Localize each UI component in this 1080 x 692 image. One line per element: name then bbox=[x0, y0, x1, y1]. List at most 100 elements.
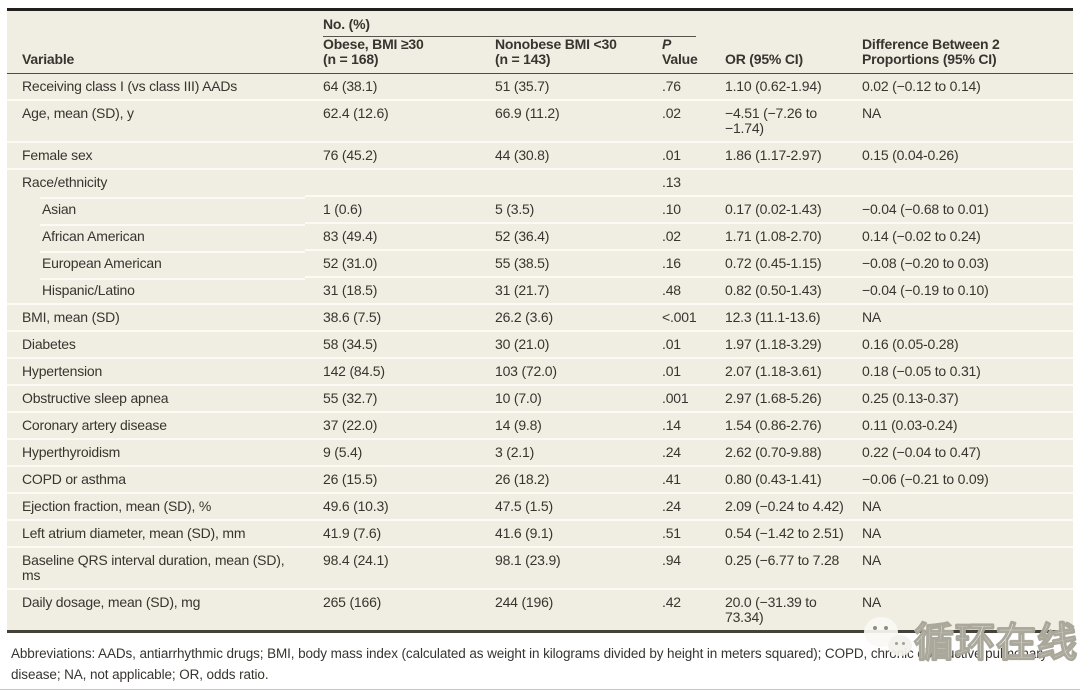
or-cell: 1.86 (1.17-2.97) bbox=[707, 141, 850, 169]
nonobese-cell: 30 (21.0) bbox=[477, 330, 644, 358]
variable-cell: Female sex bbox=[7, 141, 305, 169]
nonobese-cell: 3 (2.1) bbox=[477, 438, 644, 466]
obese-cell: 55 (32.7) bbox=[305, 384, 477, 412]
or-cell: 0.25 (−6.77 to 7.28 bbox=[707, 546, 850, 589]
table-row: African American 83 (49.4) 52 (36.4) .02… bbox=[7, 222, 1074, 250]
table-body: Receiving class I (vs class III) AADs 64… bbox=[7, 74, 1074, 630]
difference-cell: −0.08 (−0.20 to 0.03) bbox=[850, 249, 1074, 277]
p-value-cell: .001 bbox=[644, 384, 707, 412]
nonobese-cell: 98.1 (23.9) bbox=[477, 546, 644, 589]
p-value-cell: .02 bbox=[644, 99, 707, 142]
or-cell bbox=[707, 168, 850, 196]
or-cell: 12.3 (11.1-13.6) bbox=[707, 303, 850, 331]
p-value-cell: .01 bbox=[644, 141, 707, 169]
difference-cell: NA bbox=[850, 519, 1074, 547]
obese-cell: 76 (45.2) bbox=[305, 141, 477, 169]
nonobese-cell: 14 (9.8) bbox=[477, 411, 644, 439]
nonobese-cell: 51 (35.7) bbox=[495, 78, 550, 94]
table-row: Hyperthyroidism 9 (5.4) 3 (2.1) .24 2.62… bbox=[7, 438, 1074, 466]
or-cell: −4.51 (−7.26 to −1.74) bbox=[707, 99, 850, 142]
obese-cell: 83 (49.4) bbox=[305, 222, 477, 250]
nonobese-cell: 44 (30.8) bbox=[477, 141, 644, 169]
variable-cell: Left atrium diameter, mean (SD), mm bbox=[7, 519, 305, 547]
p-value-cell: <.001 bbox=[644, 303, 707, 331]
p-value-cell: .01 bbox=[644, 357, 707, 385]
difference-cell: 0.22 (−0.04 to 0.47) bbox=[850, 438, 1074, 466]
or-cell: 0.80 (0.43-1.41) bbox=[707, 465, 850, 493]
variable-column-header: Variable bbox=[7, 37, 305, 74]
variable-cell: Asian bbox=[7, 196, 305, 223]
difference-cell: −0.04 (−0.68 to 0.01) bbox=[850, 195, 1074, 223]
difference-cell: NA bbox=[850, 588, 1074, 630]
table-row: Obstructive sleep apnea 55 (32.7) 10 (7.… bbox=[7, 384, 1074, 412]
table-row: Hispanic/Latino 31 (18.5) 31 (21.7) .48 … bbox=[7, 276, 1074, 304]
variable-cell: COPD or asthma bbox=[7, 465, 305, 493]
obese-cell: 52 (31.0) bbox=[305, 249, 477, 277]
nonobese-cell: 26.2 (3.6) bbox=[477, 303, 644, 331]
difference-cell: 0.18 (−0.05 to 0.31) bbox=[850, 357, 1074, 385]
or-cell: 1.54 (0.86-2.76) bbox=[707, 411, 850, 439]
variable-cell: African American bbox=[7, 223, 305, 250]
column-header-row: Variable Obese, BMI ≥30 (n = 168) Nonobe… bbox=[7, 37, 1074, 74]
table-row: Race/ethnicity .13 bbox=[7, 168, 1074, 196]
obese-cell: 49.6 (10.3) bbox=[305, 492, 477, 520]
obese-cell bbox=[305, 168, 477, 196]
or-cell: 0.54 (−1.42 to 2.51) bbox=[707, 519, 850, 547]
or-cell: 1.10 (0.62-1.94) bbox=[725, 78, 822, 94]
variable-cell: Coronary artery disease bbox=[7, 411, 305, 439]
or-cell: 1.97 (1.18-3.29) bbox=[707, 330, 850, 358]
p-value-cell: .41 bbox=[644, 465, 707, 493]
table-row: COPD or asthma 26 (15.5) 26 (18.2) .41 0… bbox=[7, 465, 1074, 493]
variable-cell: Hispanic/Latino bbox=[7, 277, 305, 304]
difference-cell: NA bbox=[850, 492, 1074, 520]
nonobese-cell: 10 (7.0) bbox=[477, 384, 644, 412]
obese-cell: 38.6 (7.5) bbox=[305, 303, 477, 331]
table-row: Receiving class I (vs class III) AADs 64… bbox=[7, 74, 1073, 101]
spanner-spacer bbox=[7, 11, 305, 37]
table-row: Daily dosage, mean (SD), mg 265 (166) 24… bbox=[7, 588, 1074, 630]
obese-cell: 265 (166) bbox=[305, 588, 477, 630]
baseline-characteristics-table: No. (%) Variable Obese, BMI ≥30 (n = 168… bbox=[7, 11, 1074, 630]
nonobese-cell bbox=[477, 168, 644, 196]
table-row: Baseline QRS interval duration, mean (SD… bbox=[7, 546, 1074, 589]
variable-cell: Race/ethnicity bbox=[7, 168, 305, 196]
p-value-cell: .51 bbox=[644, 519, 707, 547]
table-row: Ejection fraction, mean (SD), % 49.6 (10… bbox=[7, 492, 1074, 520]
obese-cell: 9 (5.4) bbox=[305, 438, 477, 466]
difference-cell: 0.25 (0.13-0.37) bbox=[850, 384, 1074, 412]
nonobese-cell: 55 (38.5) bbox=[477, 249, 644, 277]
or-cell: 0.17 (0.02-1.43) bbox=[707, 195, 850, 223]
difference-cell: 0.02 (−0.12 to 0.14) bbox=[862, 78, 981, 94]
difference-cell: NA bbox=[850, 546, 1074, 589]
variable-cell: Obstructive sleep apnea bbox=[7, 384, 305, 412]
no-percent-spanner: No. (%) bbox=[305, 11, 696, 37]
p-value-column-header: P Value bbox=[644, 37, 707, 74]
difference-cell bbox=[850, 168, 1074, 196]
difference-cell: −0.06 (−0.21 to 0.09) bbox=[850, 465, 1074, 493]
p-value-cell: .42 bbox=[644, 588, 707, 630]
difference-column-header: Difference Between 2 Proportions (95% CI… bbox=[850, 37, 1074, 74]
difference-cell: NA bbox=[850, 303, 1074, 331]
variable-cell: Age, mean (SD), y bbox=[7, 99, 305, 142]
p-value-cell: .24 bbox=[644, 438, 707, 466]
nonobese-cell: 66.9 (11.2) bbox=[477, 99, 644, 142]
nonobese-cell: 31 (21.7) bbox=[477, 276, 644, 304]
variable-cell: European American bbox=[7, 250, 305, 277]
nonobese-cell: 26 (18.2) bbox=[477, 465, 644, 493]
table-row: Asian 1 (0.6) 5 (3.5) .10 0.17 (0.02-1.4… bbox=[7, 195, 1074, 223]
p-value-cell: .16 bbox=[644, 249, 707, 277]
difference-cell: 0.14 (−0.02 to 0.24) bbox=[850, 222, 1074, 250]
obese-cell: 64 (38.1) bbox=[323, 78, 378, 94]
page-bottom-hairline bbox=[0, 689, 1080, 690]
difference-cell: 0.15 (0.04-0.26) bbox=[850, 141, 1074, 169]
obese-cell: 26 (15.5) bbox=[305, 465, 477, 493]
table-row: Hypertension 142 (84.5) 103 (72.0) .01 2… bbox=[7, 357, 1074, 385]
obese-cell: 98.4 (24.1) bbox=[305, 546, 477, 589]
difference-cell: NA bbox=[850, 99, 1074, 142]
p-value-cell: .01 bbox=[644, 330, 707, 358]
variable-cell: BMI, mean (SD) bbox=[7, 303, 305, 331]
variable-cell: Receiving class I (vs class III) AADs bbox=[22, 78, 238, 94]
p-value-cell: .14 bbox=[644, 411, 707, 439]
p-value-cell: .48 bbox=[644, 276, 707, 304]
no-percent-label: No. (%) bbox=[323, 17, 696, 37]
